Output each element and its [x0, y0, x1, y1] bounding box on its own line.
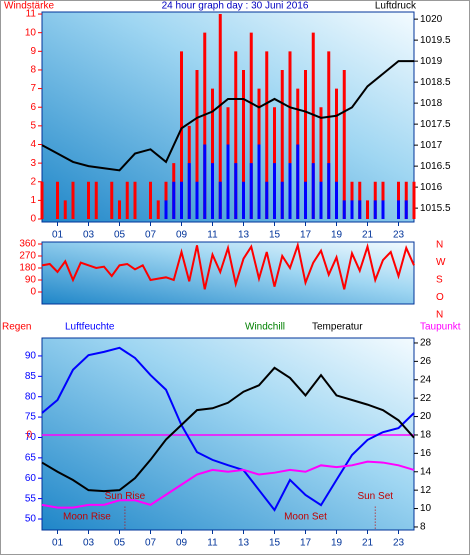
direction-label: W: [436, 257, 446, 268]
direction-label: S: [436, 275, 443, 286]
x-tick-label: 05: [114, 230, 126, 241]
y2-tick-label: 1018.5: [420, 77, 451, 88]
direction-label: O: [436, 292, 444, 303]
y-tick-label: 4: [30, 139, 36, 150]
y2-tick-label: 20: [420, 411, 432, 422]
series-line: [41, 366, 415, 493]
x-tick-label: 09: [176, 230, 188, 241]
x-tick-label: 07: [145, 230, 157, 241]
y-tick-label: 85: [25, 371, 37, 382]
direction-label: N: [436, 240, 443, 251]
y-tick-label: 60: [25, 473, 37, 484]
series-line: [41, 241, 415, 290]
y2-tick-label: 24: [420, 374, 432, 385]
x-tick-label: 09: [176, 538, 188, 549]
series-line: [41, 60, 414, 172]
legend-label: Luftfeuchte: [65, 322, 115, 333]
y2-tick-label: 1018: [420, 98, 443, 109]
x-tick-label: 11: [207, 230, 218, 241]
x-tick-label: 13: [238, 230, 250, 241]
x-tick-label: 15: [269, 538, 281, 549]
y2-tick-label: 1017.5: [420, 119, 451, 130]
y-tick-label: 90: [25, 275, 37, 286]
x-tick-label: 21: [362, 538, 374, 549]
y-tick-label: 0: [30, 214, 36, 225]
y-tick-label: 11: [26, 9, 37, 20]
y-tick-label: 180: [19, 263, 36, 274]
y-tick-label: 270: [19, 251, 36, 262]
plot-area: [41, 337, 415, 531]
x-tick-label: 03: [83, 230, 95, 241]
x-tick-label: 11: [207, 538, 218, 549]
annotation: Sun Rise: [105, 491, 146, 502]
x-tick-label: 13: [238, 538, 250, 549]
series-line: [41, 460, 415, 509]
y2-axis-title: Luftdruck: [375, 1, 417, 12]
x-tick-label: 19: [331, 538, 343, 549]
x-tick-label: 05: [114, 538, 126, 549]
y-tick-label: 7: [30, 83, 36, 94]
legend-label: Temperatur: [312, 322, 363, 333]
y2-tick-label: 22: [420, 393, 432, 404]
y2-tick-label: 1020: [420, 14, 443, 25]
y2-tick-label: 1019.5: [420, 35, 451, 46]
y2-tick-label: 16: [420, 448, 432, 459]
x-tick-label: 19: [331, 230, 343, 241]
y-tick-label: 70: [25, 432, 37, 443]
y-tick-label: 6: [30, 102, 36, 113]
direction-label: N: [436, 310, 443, 321]
x-tick-label: 23: [393, 230, 405, 241]
y2-tick-label: 14: [420, 466, 432, 477]
y-axis-title: Windstärke: [4, 1, 54, 12]
y-tick-label: 360: [19, 239, 36, 250]
x-tick-label: 17: [300, 538, 312, 549]
x-tick-label: 01: [52, 230, 64, 241]
y2-tick-label: 1017: [420, 140, 443, 151]
y2-tick-label: 1016: [420, 182, 443, 193]
y2-tick-label: 18: [420, 430, 432, 441]
y-tick-label: 90: [25, 351, 37, 362]
y-tick-label: 65: [25, 452, 37, 463]
x-tick-label: 01: [52, 538, 64, 549]
legend-label: Regen: [2, 322, 31, 333]
y-tick-label: 55: [25, 493, 37, 504]
y-tick-label: 75: [25, 412, 37, 423]
reference-label: 0: [26, 430, 32, 441]
y-tick-label: 50: [25, 514, 37, 525]
x-tick-label: 23: [393, 538, 405, 549]
y-tick-label: 8: [30, 65, 36, 76]
y2-tick-label: 12: [420, 485, 432, 496]
y-tick-label: 5: [30, 120, 36, 131]
y-tick-label: 0: [30, 287, 36, 298]
chart-title: 24 hour graph day : 30 Juni 2016: [162, 1, 309, 12]
annotation: Sun Set: [357, 491, 393, 502]
y-tick-label: 10: [25, 27, 37, 38]
legend-label: Windchill: [245, 322, 285, 333]
y2-tick-label: 1019: [420, 56, 443, 67]
x-tick-label: 21: [362, 230, 374, 241]
series-line: [41, 346, 415, 512]
y2-tick-label: 8: [420, 522, 426, 533]
x-tick-label: 17: [300, 230, 312, 241]
y2-tick-label: 1015.5: [420, 203, 451, 214]
y2-tick-label: 1016.5: [420, 161, 451, 172]
y2-tick-label: 26: [420, 356, 432, 367]
annotation: Moon Rise: [63, 511, 111, 522]
x-tick-label: 15: [269, 230, 281, 241]
y2-tick-label: 28: [420, 338, 432, 349]
y-tick-label: 9: [30, 46, 36, 57]
y-tick-label: 1: [30, 195, 36, 206]
annotation: Moon Set: [284, 511, 327, 522]
x-tick-label: 03: [83, 538, 95, 549]
y-tick-label: 80: [25, 391, 37, 402]
x-tick-label: 07: [145, 538, 157, 549]
y-tick-label: 2: [30, 176, 36, 187]
y-tick-label: 3: [30, 158, 36, 169]
legend-label: Taupunkt: [420, 322, 461, 333]
y2-tick-label: 10: [420, 503, 432, 514]
